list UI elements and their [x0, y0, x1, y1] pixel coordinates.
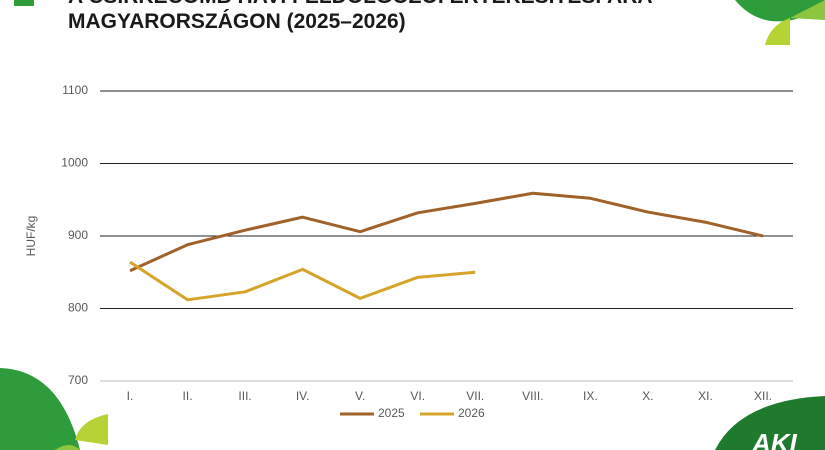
logo-text: AKI	[751, 428, 798, 450]
chart-title: A CSIRKECOMB HAVI FELDOLGOZÓI ÉRTÉKESÍTÉ…	[68, 0, 653, 8]
series-line	[129, 191, 764, 273]
y-tick-label: 800	[68, 301, 88, 315]
x-tick-label: I.	[127, 389, 134, 403]
x-tick-label: IV.	[296, 389, 310, 403]
decoration	[55, 445, 80, 450]
y-tick-label: 1100	[62, 83, 88, 97]
x-tick-label: XII.	[754, 389, 772, 403]
legend-label: 2026	[458, 406, 485, 420]
y-tick-label: 900	[68, 228, 88, 242]
legend-label: 2025	[378, 406, 405, 420]
decoration	[765, 18, 790, 45]
decoration	[0, 368, 80, 450]
x-tick-label: II.	[183, 389, 193, 403]
decoration	[14, 0, 34, 6]
decoration	[75, 414, 108, 445]
logo-shape	[715, 396, 825, 450]
chart-title: MAGYARORSZÁGON (2025–2026)	[68, 10, 406, 33]
x-tick-label: III.	[238, 389, 251, 403]
y-tick-label: 700	[68, 373, 88, 387]
x-tick-label: X.	[642, 389, 653, 403]
x-tick-label: IX.	[583, 389, 598, 403]
x-tick-label: XI.	[698, 389, 713, 403]
x-tick-label: VII.	[466, 389, 484, 403]
y-tick-label: 1000	[61, 156, 88, 170]
x-tick-label: V.	[355, 389, 365, 403]
series-line	[129, 260, 476, 302]
decoration	[790, 0, 825, 20]
x-tick-label: VI.	[410, 389, 425, 403]
y-axis-label: HUF/kg	[24, 216, 38, 257]
x-tick-label: VIII.	[522, 389, 543, 403]
